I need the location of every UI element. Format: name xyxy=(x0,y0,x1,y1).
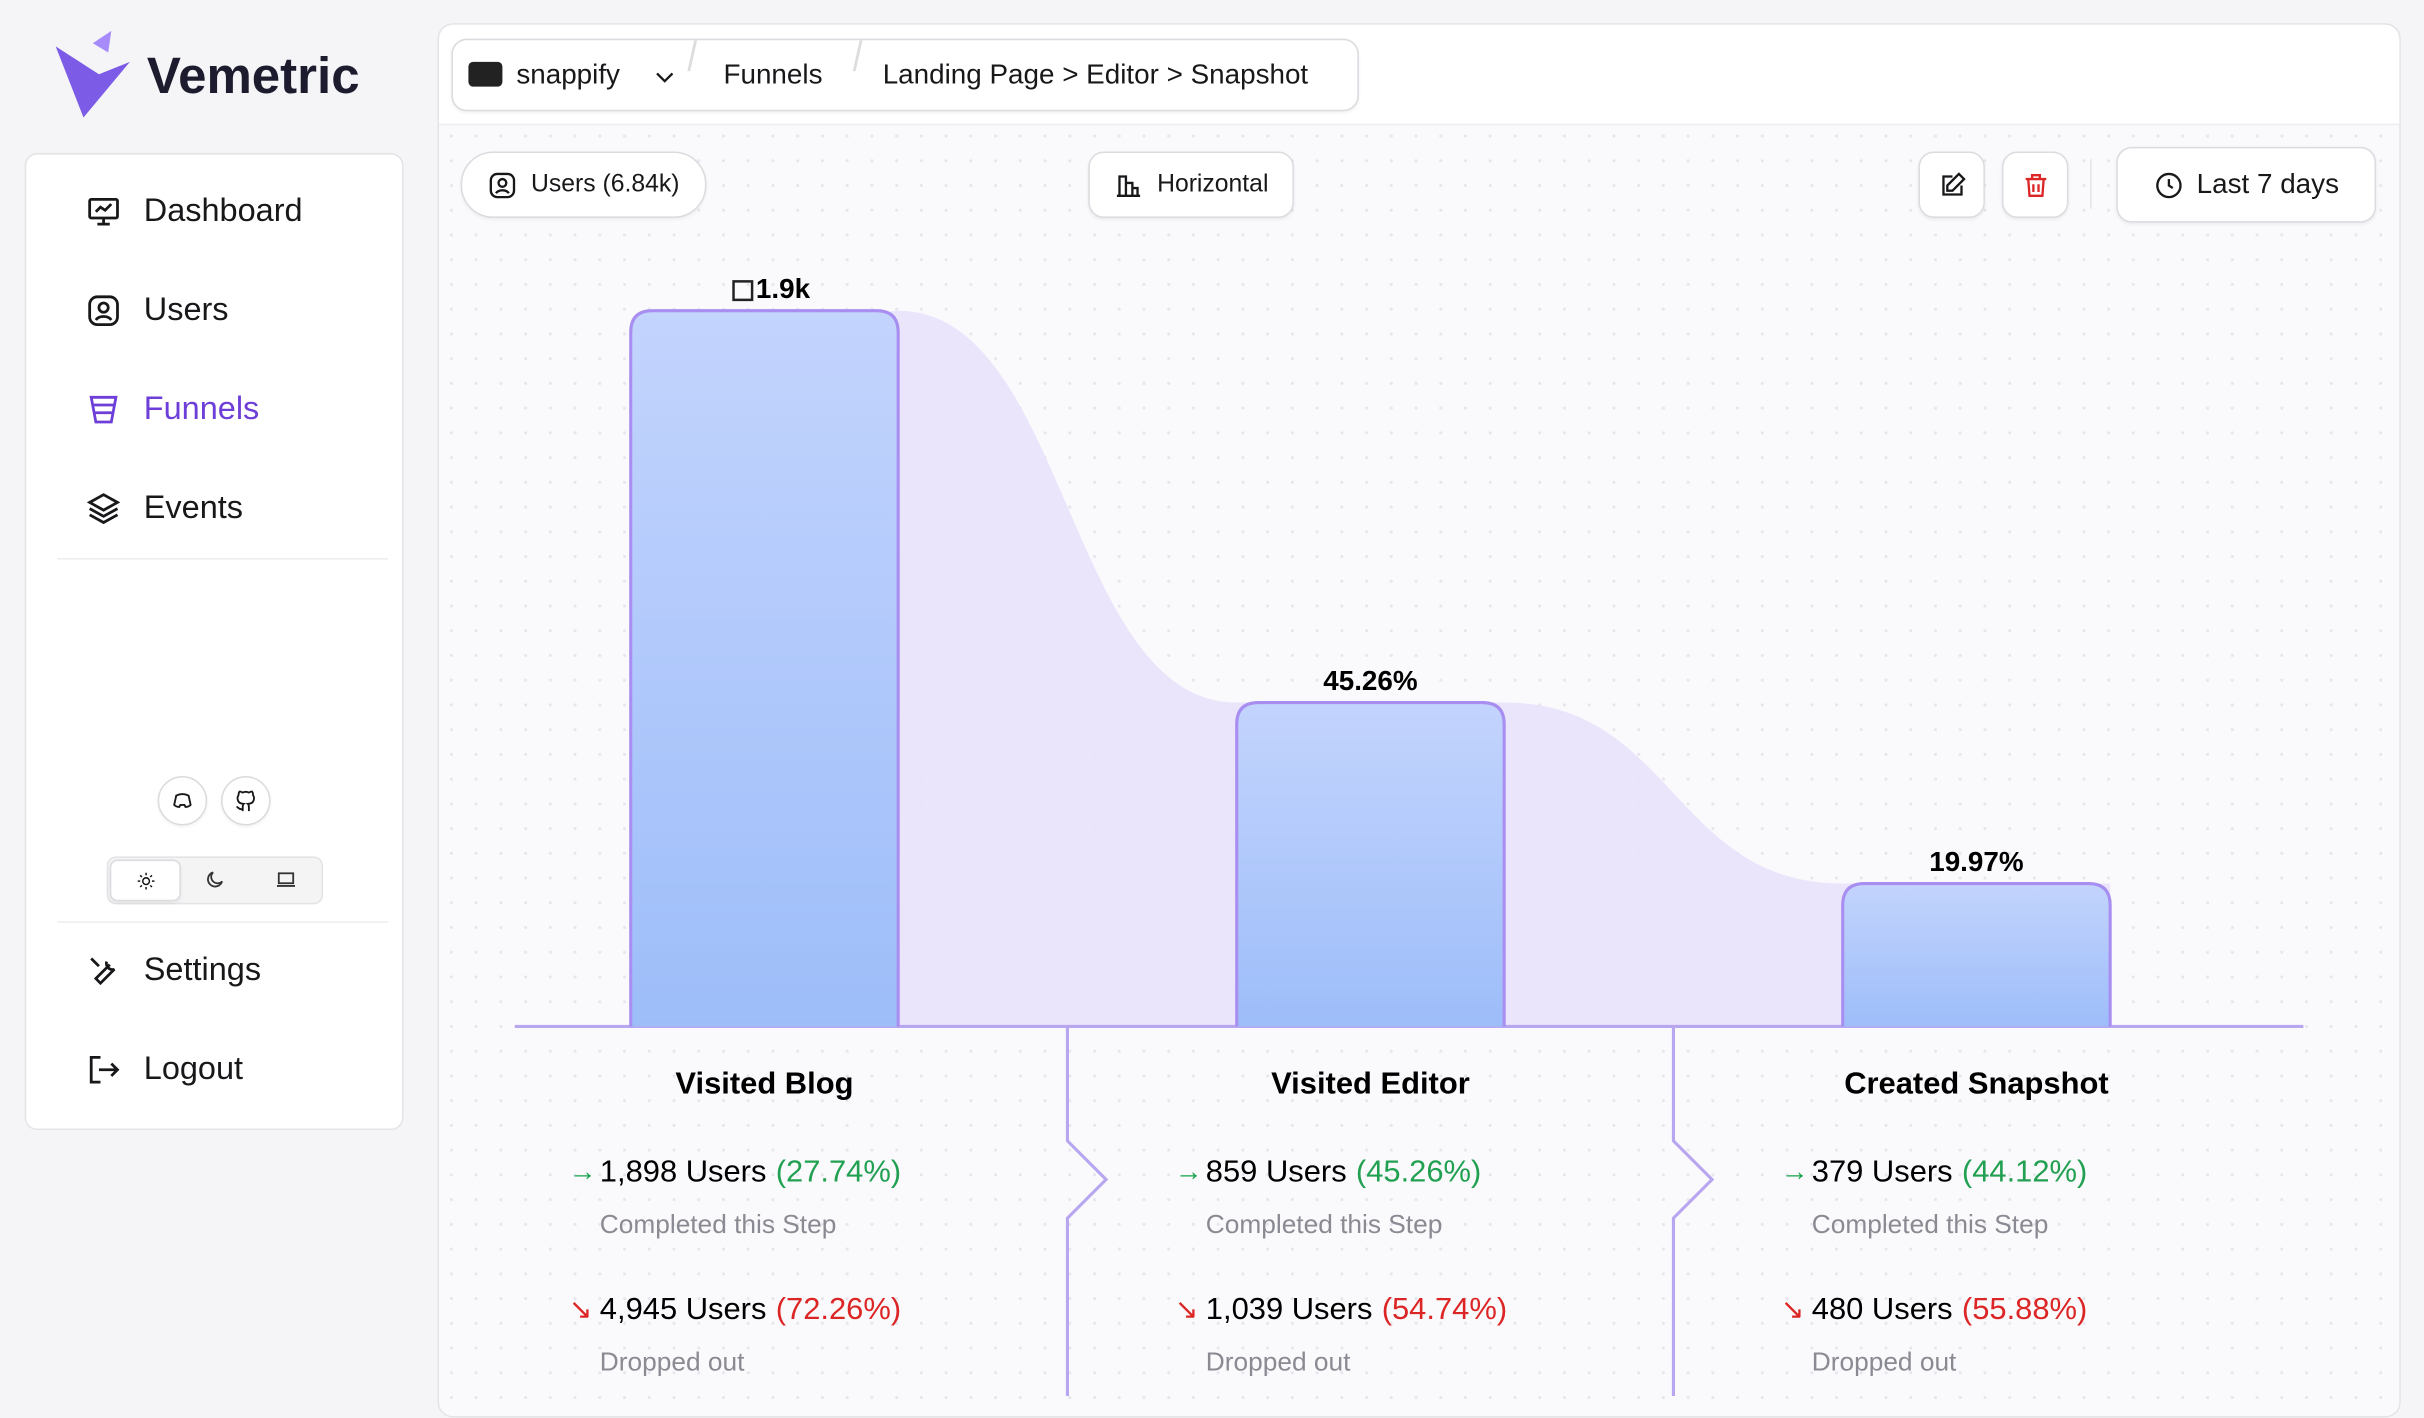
caption: Dropped out xyxy=(1812,1346,1957,1376)
caption: Completed this Step xyxy=(600,1209,837,1239)
nav-item[interactable]: Funnels xyxy=(85,391,259,428)
caption: Completed this Step xyxy=(1812,1209,2049,1239)
divider xyxy=(57,921,389,923)
nav-label: Logout xyxy=(143,1051,244,1087)
completed-users: 379 Users xyxy=(1812,1154,1953,1189)
edit-button[interactable] xyxy=(1918,151,1985,218)
nav-item[interactable]: Events xyxy=(85,490,243,527)
dropped-users: 480 Users xyxy=(1812,1291,1953,1326)
theme-toggle xyxy=(106,856,324,905)
caption: Completed this Step xyxy=(1206,1209,1443,1239)
completed-pct: (44.12%) xyxy=(1962,1154,2087,1189)
arrow: ↘ xyxy=(1781,1293,1804,1324)
funnel-area xyxy=(630,310,2111,1027)
divider xyxy=(57,558,389,560)
breadcrumb-item: Landing Page > Editor > Snapshot xyxy=(882,58,1309,90)
project-name[interactable]: snappify xyxy=(516,58,620,90)
orientation-button[interactable]: Horizontal xyxy=(1088,151,1294,218)
user-icon xyxy=(732,280,754,302)
users-filter[interactable]: Users (6.84k) xyxy=(460,151,707,218)
system-theme[interactable] xyxy=(275,869,297,891)
breadcrumb-item[interactable]: Funnels xyxy=(723,58,823,90)
completed-users: 1,898 Users xyxy=(600,1154,767,1189)
divider xyxy=(2090,159,2092,209)
dropped-pct: (72.26%) xyxy=(776,1291,901,1326)
arrow: ↘ xyxy=(569,1293,592,1324)
arrow: → xyxy=(569,1156,597,1187)
sidebar: Dashboard Users Funnels Events Settings … xyxy=(24,153,404,1131)
completed: 859 Users (45.26%) xyxy=(1206,1154,1482,1189)
dropped-users: 4,945 Users xyxy=(600,1291,767,1326)
nav-item[interactable]: Users xyxy=(85,292,229,329)
arrow: → xyxy=(1175,1156,1203,1187)
step-separator xyxy=(1671,1026,1715,1396)
bar xyxy=(1841,882,2112,1027)
caption: Dropped out xyxy=(600,1346,745,1376)
nav-label: Settings xyxy=(143,952,262,988)
discord-button[interactable] xyxy=(157,776,208,826)
separator xyxy=(852,40,863,72)
bar-label: 19.97% xyxy=(1929,846,2023,877)
bar-label: 1.9k xyxy=(756,273,811,304)
completed-users: 859 Users xyxy=(1206,1154,1347,1189)
dropped: 1,039 Users (54.74%) xyxy=(1206,1291,1507,1326)
caption: Dropped out xyxy=(1206,1346,1351,1376)
completed-pct: (45.26%) xyxy=(1356,1154,1481,1189)
nav-item[interactable]: Dashboard xyxy=(85,193,303,230)
light-theme[interactable] xyxy=(109,859,181,902)
delete-button[interactable] xyxy=(2001,151,2069,218)
button-label: Last 7 days xyxy=(2196,168,2339,200)
chevron[interactable] xyxy=(649,62,680,93)
brand: Vemetric xyxy=(146,46,360,104)
dropped: 4,945 Users (72.26%) xyxy=(600,1291,901,1326)
nav-label: Funnels xyxy=(143,391,260,427)
dropped-pct: (55.88%) xyxy=(1962,1291,2087,1326)
bar-label: 45.26% xyxy=(1323,665,1417,696)
step-separator xyxy=(1065,1026,1109,1396)
logo-icon xyxy=(55,30,130,118)
arrow: → xyxy=(1781,1156,1809,1187)
github-button[interactable] xyxy=(221,776,271,826)
nav-item[interactable]: Logout xyxy=(85,1051,243,1088)
dropped: 480 Users (55.88%) xyxy=(1812,1291,2088,1326)
breadcrumb: snappify Funnels Landing Page > Editor >… xyxy=(451,38,1359,112)
dark-theme[interactable] xyxy=(204,869,226,891)
step-name: Visited Editor xyxy=(1271,1065,1470,1100)
dropped-pct: (54.74%) xyxy=(1382,1291,1507,1326)
nav-label: Users xyxy=(143,292,229,328)
button-label: Users (6.84k) xyxy=(530,170,680,198)
completed: 379 Users (44.12%) xyxy=(1812,1154,2088,1189)
date-range[interactable]: Last 7 days xyxy=(2116,146,2377,223)
step-name: Visited Blog xyxy=(675,1065,853,1100)
bar xyxy=(1235,700,1506,1027)
completed-pct: (27.74%) xyxy=(776,1154,901,1189)
step-name: Created Snapshot xyxy=(1844,1065,2108,1100)
project-icon xyxy=(468,61,503,87)
completed: 1,898 Users (27.74%) xyxy=(600,1154,901,1189)
nav-label: Events xyxy=(143,490,244,526)
separator xyxy=(687,40,698,72)
button-label: Horizontal xyxy=(1157,170,1269,198)
bar xyxy=(629,309,900,1027)
nav-item[interactable]: Settings xyxy=(85,952,261,989)
arrow: ↘ xyxy=(1175,1293,1198,1324)
dropped-users: 1,039 Users xyxy=(1206,1291,1373,1326)
nav-label: Dashboard xyxy=(143,193,303,229)
